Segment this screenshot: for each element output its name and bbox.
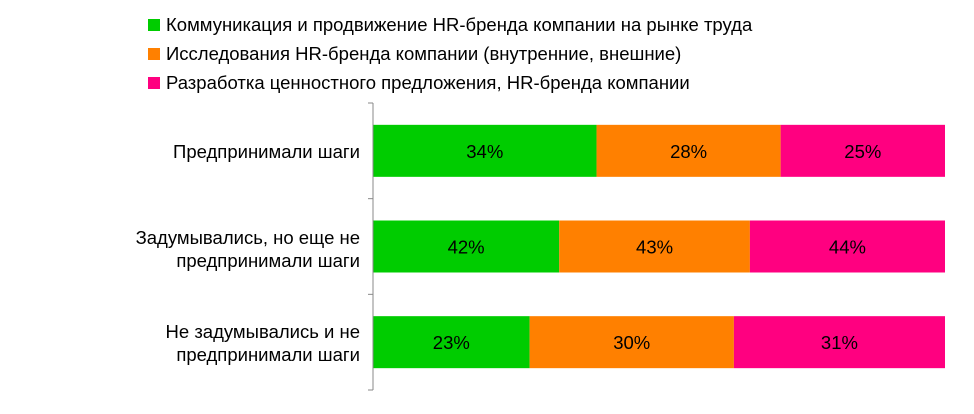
data-label: 25% <box>844 141 881 162</box>
data-label: 42% <box>448 237 485 258</box>
legend-item-research: Исследования HR-бренда компании (внутрен… <box>148 39 752 68</box>
category-label-line: предпринимали шаги <box>176 344 360 365</box>
category-label-line: Предпринимали шаги <box>173 141 360 162</box>
bar-segment <box>529 316 734 369</box>
data-label: 28% <box>670 141 707 162</box>
legend-item-communication: Коммуникация и продвижение HR-бренда ком… <box>148 10 752 39</box>
bar-segment <box>373 316 530 369</box>
bar-segment <box>373 220 560 273</box>
legend-swatch <box>148 47 160 60</box>
data-label: 44% <box>829 237 866 258</box>
data-label: 31% <box>821 332 858 353</box>
legend-swatch <box>148 18 160 31</box>
data-label: 23% <box>433 332 470 353</box>
legend-label: Коммуникация и продвижение HR-бренда ком… <box>166 13 753 35</box>
legend-item-value-proposition: Разработка ценностного предложения, HR-б… <box>148 68 752 97</box>
legend-label: Разработка ценностного предложения, HR-б… <box>166 71 690 93</box>
bar-segment <box>749 220 945 273</box>
bar-segment <box>373 124 597 177</box>
bar-segment <box>733 316 945 369</box>
bar-segment <box>780 124 945 177</box>
category-label-considered: Задумывались, но еще не предпринимали ша… <box>20 226 360 272</box>
data-label: 30% <box>613 332 650 353</box>
legend-label: Исследования HR-бренда компании (внутрен… <box>166 42 682 64</box>
data-label: 34% <box>466 141 503 162</box>
category-label-took-steps: Предпринимали шаги <box>20 140 360 163</box>
category-label-line: Задумывались, но еще не <box>135 227 360 248</box>
data-label: 43% <box>636 237 673 258</box>
legend-swatch <box>148 76 160 89</box>
legend: Коммуникация и продвижение HR-бренда ком… <box>148 10 752 97</box>
bar-segment <box>559 220 750 273</box>
category-label-line: Не задумывались и не <box>165 321 360 342</box>
bar-segment <box>596 124 781 177</box>
category-label-line: предпринимали шаги <box>176 250 360 271</box>
category-label-not-considered: Не задумывались и не предпринимали шаги <box>20 320 360 366</box>
